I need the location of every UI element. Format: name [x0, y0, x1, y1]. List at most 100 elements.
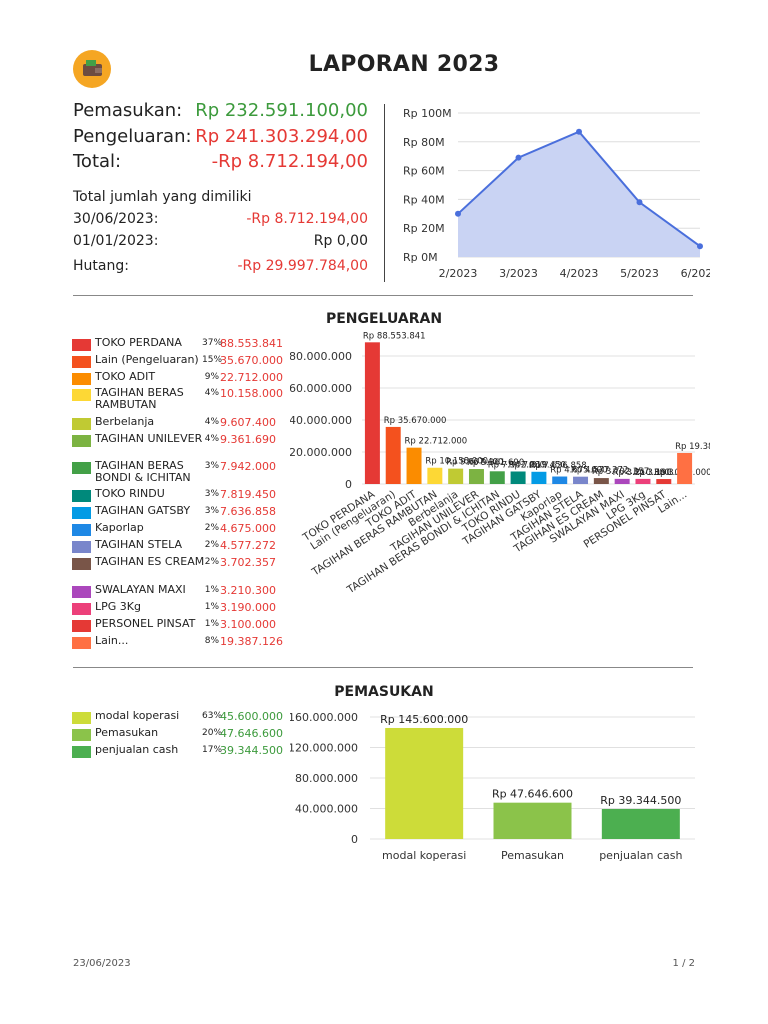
legend-swatch	[72, 373, 91, 385]
expense-bar	[656, 479, 672, 484]
expense-legend-item: Lain... 8% 19.387.126	[72, 635, 283, 652]
legend-value: 47.646.600	[220, 727, 283, 740]
expense-value: Rp 241.303.294,00	[195, 126, 368, 147]
expense-legend-item: TAGIHAN BERAS BONDI & ICHITAN 3% 7.942.000	[72, 460, 282, 484]
legend-percent: 3%	[204, 461, 219, 471]
legend-swatch	[72, 435, 91, 447]
income-bar	[493, 802, 572, 839]
legend-label: Kaporlap	[95, 521, 144, 534]
legend-label: TAGIHAN STELA	[95, 538, 183, 551]
legend-swatch	[72, 637, 91, 649]
bar-value-label: Rp 7.636.858	[529, 461, 586, 471]
legend-percent: 2%	[204, 557, 219, 567]
data-point	[455, 210, 461, 217]
bar-value-label: Rp 3.190.000	[633, 468, 690, 478]
legend-swatch	[72, 418, 91, 430]
expense-bar	[593, 478, 609, 484]
expense-legend-item: SWALAYAN MAXI 1% 3.210.300	[72, 584, 282, 601]
expense-legend-item: TAGIHAN STELA 2% 4.577.272	[72, 539, 282, 556]
legend-percent: 15%	[202, 355, 223, 365]
bar-value-label: Rp 22.712.000	[405, 437, 468, 447]
legend-label: TAGIHAN UNILEVER	[95, 432, 203, 445]
legend-value: 7.942.000	[220, 460, 276, 473]
legend-label: SWALAYAN MAXI	[95, 583, 186, 596]
legend-label: PERSONEL PINSAT	[95, 617, 196, 630]
expense-bar	[510, 471, 526, 484]
y-tick-label: Rp 60M	[403, 165, 445, 178]
x-tick-label: 4/2023	[560, 267, 599, 280]
expense-bar	[573, 476, 589, 484]
legend-value: 10.158.000	[220, 387, 283, 400]
legend-value: 3.190.000	[220, 601, 276, 614]
expense-legend-item: TAGIHAN BERAS RAMBUTAN 4% 10.158.000	[72, 387, 283, 411]
x-tick-label: 5/2023	[620, 267, 659, 280]
legend-label: TOKO ADIT	[95, 370, 156, 383]
legend-label: modal koperasi	[95, 709, 180, 722]
expense-legend-item: TAGIHAN UNILEVER 4% 9.361.690	[72, 433, 282, 450]
legend-percent: 1%	[204, 585, 219, 595]
expense-bar	[635, 478, 651, 484]
page-title: LAPORAN 2023	[308, 52, 500, 77]
legend-label: Berbelanja	[95, 415, 155, 428]
income-legend-item: Pemasukan 20% 47.646.600	[72, 726, 283, 744]
legend-value: 9.361.690	[220, 433, 276, 446]
expense-legend-item: LPG 3Kg 1% 3.190.000	[72, 601, 282, 618]
total-value: -Rp 8.712.194,00	[211, 151, 368, 172]
expense-legend-item: TOKO ADIT 9% 22.712.000	[72, 370, 283, 388]
vertical-divider	[384, 104, 385, 282]
debt-value: -Rp 29.997.784,00	[237, 258, 368, 274]
monthly-balance-chart: Rp 0M Rp 20M Rp 40M Rp 60M Rp 80M Rp 100M 2/20…	[403, 107, 710, 280]
data-point	[636, 199, 643, 206]
legend-swatch	[72, 541, 91, 553]
section-divider	[73, 295, 693, 296]
bar-value-label: Rp 9.361.690	[467, 458, 524, 468]
legend-percent: 4%	[204, 434, 219, 444]
bar-value-label: Rp 3.702.357	[592, 467, 649, 477]
bar-value-label: Rp 10.158.000	[425, 457, 488, 467]
legend-label: Pemasukan	[95, 726, 159, 739]
legend-swatch	[72, 558, 91, 570]
date1-label: 30/06/2023:	[73, 211, 159, 227]
legend-label: TAGIHAN BERAS BONDI & ICHITAN	[95, 459, 191, 484]
income-title: PEMASUKAN	[334, 684, 434, 700]
expense-legend-item: Lain (Pengeluaran) 15% 35.670.000	[72, 354, 283, 371]
owned-title: Total jumlah yang dimiliki	[73, 189, 252, 205]
legend-percent: 4%	[204, 388, 219, 398]
expense-legend-item: Berbelanja 4% 9.607.400	[72, 416, 282, 433]
footer-date: 23/06/2023	[73, 958, 131, 969]
date2-label: 01/01/2023:	[73, 233, 159, 249]
debt-label: Hutang:	[73, 258, 129, 274]
x-tick-label: Pemasukan	[501, 849, 564, 862]
legend-swatch	[72, 524, 91, 536]
legend-percent: 8%	[204, 636, 219, 646]
legend-swatch	[72, 339, 91, 351]
expense-bar	[364, 342, 380, 484]
date2-value: Rp 0,00	[313, 233, 368, 249]
legend-swatch	[72, 712, 91, 724]
x-tick-label: 6/2023	[681, 267, 710, 280]
bar-value-label: Rp 39.344.500	[600, 794, 681, 807]
legend-label: penjualan cash	[95, 743, 179, 756]
legend-swatch	[72, 356, 91, 368]
legend-label: TAGIHAN GATSBY	[95, 504, 191, 517]
x-tick-label: modal koperasi	[382, 849, 466, 862]
y-tick-label: 40.000.000	[295, 803, 358, 816]
legend-swatch	[72, 586, 91, 598]
y-tick-label: Rp 80M	[403, 136, 445, 149]
y-tick-label: 0	[351, 833, 358, 846]
legend-percent: 2%	[204, 523, 219, 533]
bar-value-label: Rp 88.553.841	[363, 331, 426, 341]
legend-percent: 3%	[204, 489, 219, 499]
legend-percent: 3%	[204, 506, 219, 516]
legend-percent: 1%	[204, 619, 219, 629]
expense-bar	[448, 468, 464, 484]
expense-legend-item: TAGIHAN ES CREAM 2% 3.702.357	[72, 556, 282, 573]
legend-value: 19.387.126	[220, 635, 283, 648]
area-fill	[458, 131, 700, 257]
legend-swatch	[72, 462, 91, 474]
y-tick-label: Rp 20M	[403, 222, 445, 235]
expense-bar	[677, 452, 693, 484]
legend-value: 4.675.000	[220, 522, 276, 535]
income-label: Pemasukan:	[73, 100, 183, 121]
wallet-logo-icon	[73, 50, 111, 88]
